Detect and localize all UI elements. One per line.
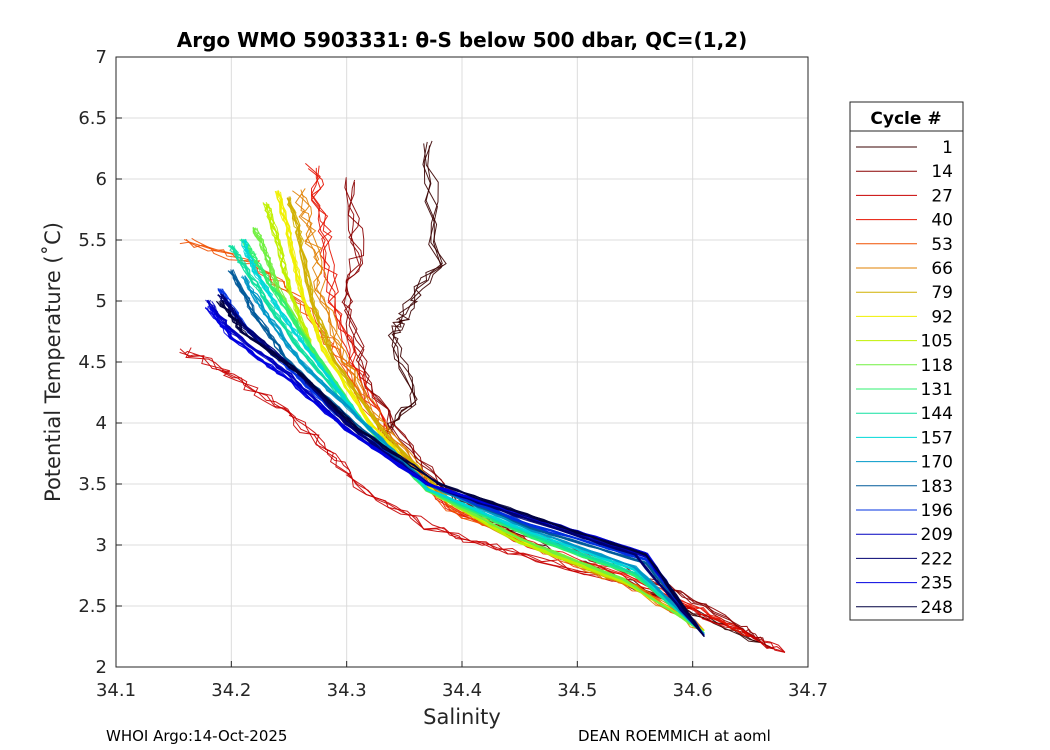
profile-line: [287, 198, 705, 631]
y-tick-label: 2: [96, 657, 107, 678]
x-tick-label: 34.6: [673, 680, 713, 701]
legend-label: 14: [931, 162, 953, 182]
legend-label: 118: [921, 356, 953, 376]
legend-label: 53: [931, 235, 953, 255]
profile-line: [287, 196, 705, 631]
profile-line: [216, 301, 705, 637]
legend-label: 248: [921, 598, 953, 618]
x-axis-label: Salinity: [423, 705, 501, 729]
y-tick-label: 6: [96, 169, 107, 190]
legend-label: 92: [931, 307, 953, 327]
profile-line: [310, 167, 751, 637]
profile-line: [385, 141, 762, 644]
y-tick-label: 5.5: [78, 230, 107, 251]
legend: Cycle # 1 14 27 40 53 66 79 92 105 118 131 144 157 17…: [849, 101, 964, 621]
profile-line: [375, 140, 762, 644]
profile-line: [179, 351, 786, 653]
profile-line: [179, 348, 786, 653]
x-tick-label: 34.2: [211, 680, 251, 701]
legend-label: 209: [921, 525, 953, 545]
profile-line: [345, 182, 774, 650]
x-tick-label: 34.1: [96, 680, 136, 701]
profile-line: [343, 177, 774, 650]
series-14: [341, 177, 774, 650]
profile-line: [343, 179, 774, 650]
x-tick-label: 34.7: [788, 680, 828, 701]
legend-entries: 1 14 27 40 53 66 79 92 105 118 131 144 157 170 183 196 2…: [856, 138, 953, 618]
legend-label: 235: [921, 574, 953, 594]
legend-label: 40: [931, 211, 953, 231]
y-tick-label: 2.5: [78, 596, 107, 617]
legend-label: 144: [921, 404, 953, 424]
legend-label: 222: [921, 549, 953, 569]
footer-left-text: WHOI Argo:14-Oct-2025: [106, 727, 287, 745]
series-248: [216, 299, 705, 637]
legend-title: Cycle #: [870, 109, 941, 129]
y-tick-label: 3.5: [78, 474, 107, 495]
axis-ticks: 34.1 34.2 34.3 34.4 34.5 34.6 34.7 2 2.5 3 3.5 4 4.5…: [78, 47, 828, 701]
legend-label: 66: [931, 259, 953, 279]
legend-label: 79: [931, 283, 953, 303]
profile-line: [288, 196, 705, 631]
y-tick-label: 3: [96, 535, 107, 556]
legend-label: 131: [921, 380, 953, 400]
grid-lines: [115, 56, 809, 668]
profile-line: [227, 270, 705, 636]
y-tick-label: 6.5: [78, 108, 107, 129]
legend-label: 170: [921, 453, 953, 473]
y-tick-label: 5: [96, 291, 107, 312]
y-axis-label: Potential Temperature (˚C): [41, 222, 65, 502]
profile-line: [341, 179, 774, 650]
legend-box: [849, 101, 964, 621]
legend-label: 196: [921, 501, 953, 521]
profile-line: [288, 197, 705, 631]
x-tick-label: 34.3: [327, 680, 367, 701]
legend-label: 105: [921, 332, 953, 352]
y-tick-label: 4: [96, 413, 107, 434]
legend-label: 1: [942, 138, 953, 158]
legend-label: 157: [921, 428, 953, 448]
chart-title: Argo WMO 5903331: θ-S below 500 dbar, QC…: [177, 28, 747, 52]
y-tick-label: 7: [96, 47, 107, 68]
y-tick-label: 4.5: [78, 352, 107, 373]
x-tick-label: 34.4: [442, 680, 482, 701]
legend-label: 183: [921, 477, 953, 497]
profile-line: [300, 193, 705, 631]
profile-line: [220, 293, 705, 637]
series-1: [374, 140, 763, 644]
footer-right-text: DEAN ROEMMICH at aoml: [578, 727, 771, 745]
series-layer: [179, 140, 786, 653]
x-tick-label: 34.5: [557, 680, 597, 701]
legend-label: 27: [931, 186, 953, 206]
